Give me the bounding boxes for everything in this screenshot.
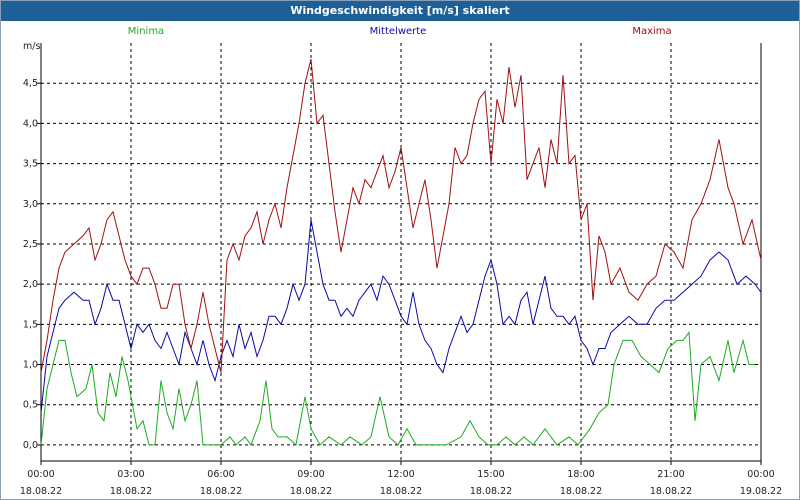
x-tick-date-label: 18.08.22 — [110, 486, 152, 497]
x-tick-time-label: 12:00 — [387, 469, 414, 480]
legend-maxima: Maxima — [632, 26, 671, 37]
x-tick-time-label: 00:00 — [27, 469, 54, 480]
x-tick-date-label: 18.08.22 — [20, 486, 62, 497]
y-tick-label: 4,5 — [23, 78, 38, 89]
y-tick-label: 1,5 — [23, 319, 38, 330]
y-tick-label: 2,0 — [23, 279, 38, 290]
x-tick-date-label: 19.08.22 — [740, 486, 782, 497]
x-tick-time-label: 03:00 — [117, 469, 144, 480]
legend-mittelwerte: Mittelwerte — [370, 26, 427, 37]
x-tick-time-label: 21:00 — [657, 469, 684, 480]
x-tick-time-label: 06:00 — [207, 469, 234, 480]
y-tick-label: 3,0 — [23, 199, 38, 210]
grid-lines — [41, 43, 761, 461]
x-tick-date-label: 18.08.22 — [470, 486, 512, 497]
mittelwerte-series-line — [40, 219, 762, 413]
x-tick-time-label: 09:00 — [297, 469, 324, 480]
y-tick-label: 2,5 — [23, 239, 38, 250]
x-tick-time-label: 15:00 — [477, 469, 504, 480]
x-tick-date-label: 18.08.22 — [560, 486, 602, 497]
legend-minima: Minima — [128, 26, 164, 37]
x-tick-date-label: 18.08.22 — [200, 486, 242, 497]
y-tick-label: 0,5 — [23, 400, 38, 411]
y-tick-label: 4,0 — [23, 118, 38, 129]
y-tick-label: 3,5 — [23, 159, 38, 170]
x-tick-time-label: 18:00 — [567, 469, 594, 480]
x-tick-time-label: 00:00 — [747, 469, 774, 480]
maxima-series-line — [40, 58, 762, 373]
y-tick-label: 0,0 — [23, 440, 38, 451]
x-tick-date-label: 18.08.22 — [290, 486, 332, 497]
y-tick-label: 1,0 — [23, 360, 38, 371]
x-tick-date-label: 18.08.22 — [380, 486, 422, 497]
window-title: Windgeschwindigkeit [m/s] skaliert — [1, 1, 799, 21]
y-axis-unit-label: m/s — [23, 41, 40, 52]
minima-series-line — [40, 331, 755, 446]
x-tick-date-label: 18.08.22 — [650, 486, 692, 497]
